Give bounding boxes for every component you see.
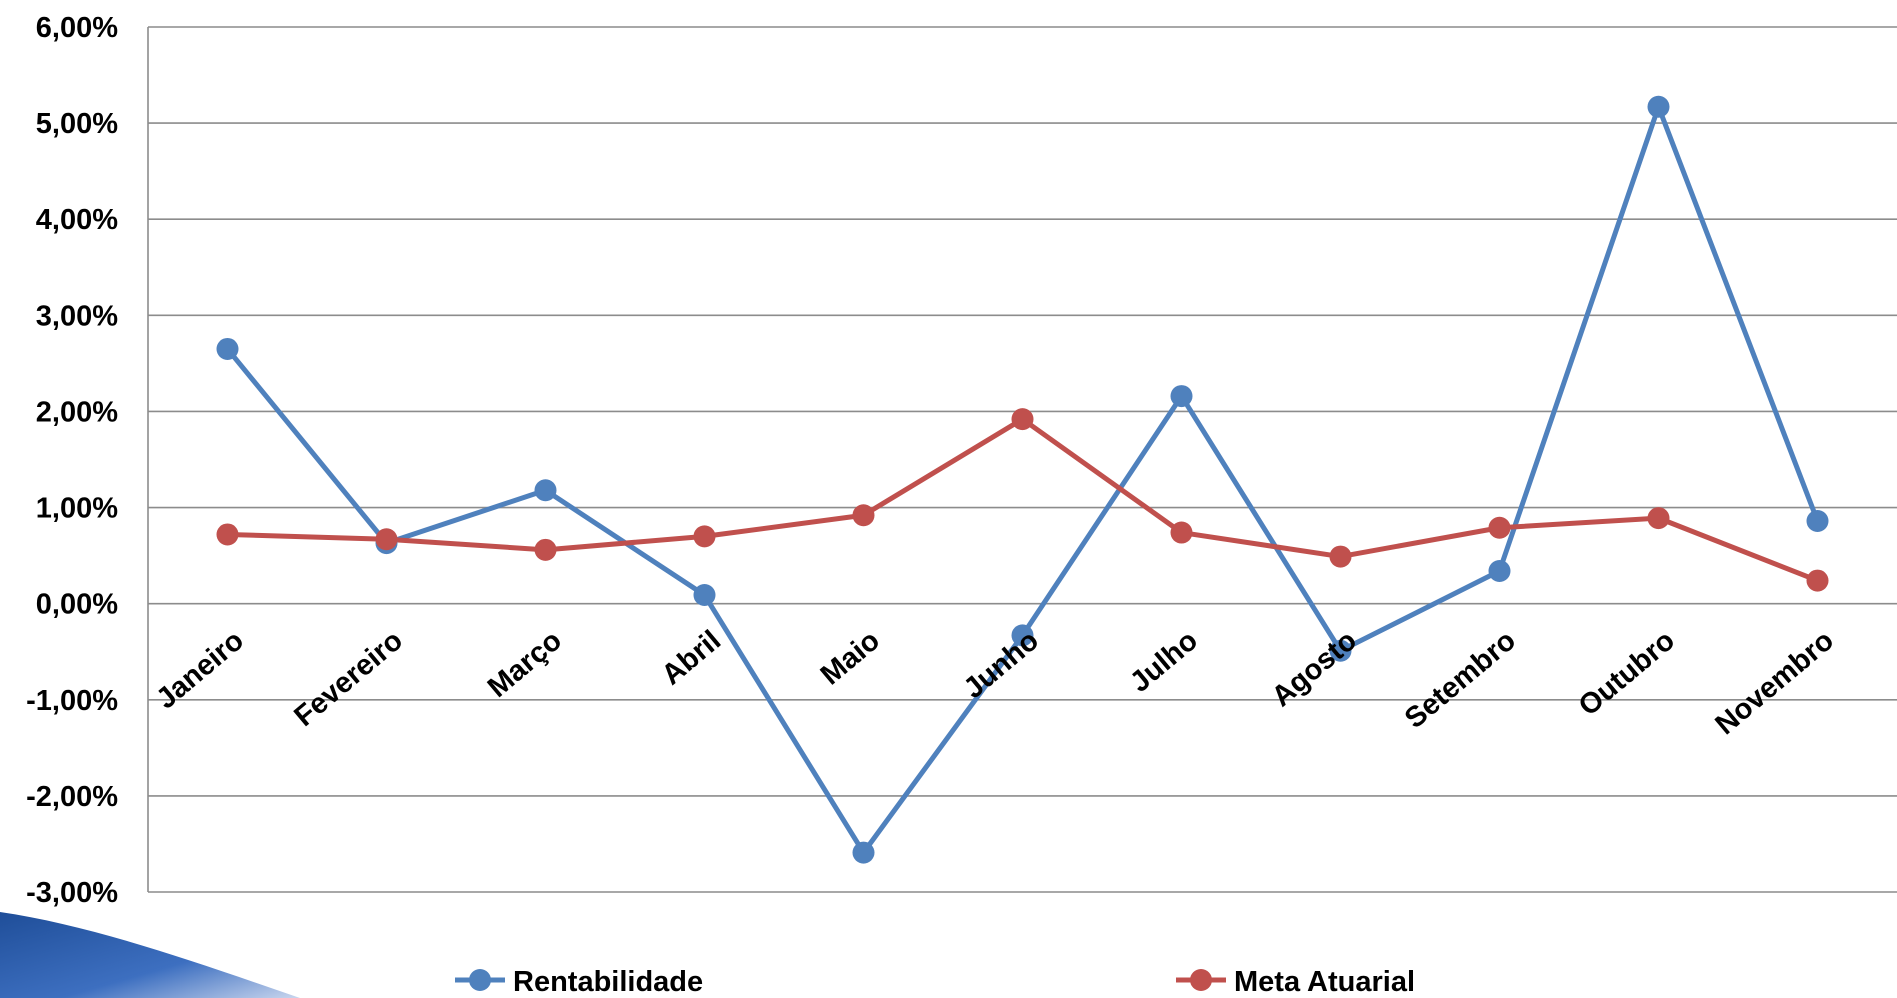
data-point	[852, 841, 875, 864]
gridlines	[148, 26, 1897, 893]
y-tick-label: 0,00%	[36, 589, 118, 621]
data-point	[693, 584, 716, 607]
y-tick-label: -2,00%	[26, 781, 118, 813]
data-point	[1170, 521, 1193, 544]
corner-decoration	[0, 912, 300, 998]
data-point	[1329, 545, 1352, 568]
y-tick-label: 3,00%	[36, 300, 118, 332]
y-axis-tick-labels: -3,00% -2,00% -1,00% 0,00% 1,00% 2,00% 3,00% 4,…	[26, 12, 118, 909]
x-category-label: Julho	[1124, 625, 1204, 699]
data-point	[1170, 385, 1193, 408]
x-category-label: Junho	[958, 625, 1045, 705]
y-tick-label: 1,00%	[36, 493, 118, 525]
data-point	[216, 523, 239, 546]
series-lines	[216, 95, 1829, 864]
legend-label: Rentabilidade	[513, 966, 703, 998]
data-point	[375, 528, 398, 551]
x-axis-category-labels: Janeiro Fevereiro Março Abril Maio Junho Julho…	[150, 625, 1840, 742]
series-line-1	[227, 416, 1819, 583]
x-category-label: Fevereiro	[288, 625, 409, 733]
data-point	[1011, 408, 1034, 431]
data-point	[1647, 507, 1670, 530]
data-point	[1329, 639, 1352, 662]
x-category-label: Setembro	[1399, 625, 1522, 735]
data-point	[1488, 559, 1511, 582]
legend-label: Meta Atuarial	[1234, 966, 1415, 998]
data-point	[1011, 624, 1034, 647]
y-tick-label: -1,00%	[26, 685, 118, 717]
data-point	[1488, 516, 1511, 539]
x-category-label: Outubro	[1573, 625, 1681, 723]
data-point	[534, 538, 557, 561]
y-tick-label: 2,00%	[36, 396, 118, 428]
x-category-label: Abril	[656, 625, 727, 692]
y-tick-label: -3,00%	[26, 877, 118, 909]
y-tick-label: 6,00%	[36, 12, 118, 44]
x-category-label: Março	[482, 625, 568, 704]
data-point	[216, 337, 239, 360]
x-category-label: Novembro	[1710, 625, 1840, 742]
legend: Rentabilidade Meta Atuarial	[455, 966, 1415, 998]
data-point	[693, 525, 716, 548]
data-point	[852, 504, 875, 527]
data-point	[1806, 569, 1829, 592]
data-point	[534, 479, 557, 502]
y-tick-label: 5,00%	[36, 108, 118, 140]
data-point	[1647, 95, 1670, 118]
x-category-label: Janeiro	[150, 625, 250, 716]
legend-swatch-marker	[1190, 969, 1212, 991]
legend-swatch-marker	[469, 969, 491, 991]
data-point	[1806, 510, 1829, 533]
y-tick-label: 4,00%	[36, 204, 118, 236]
x-category-label: Maio	[815, 625, 886, 692]
